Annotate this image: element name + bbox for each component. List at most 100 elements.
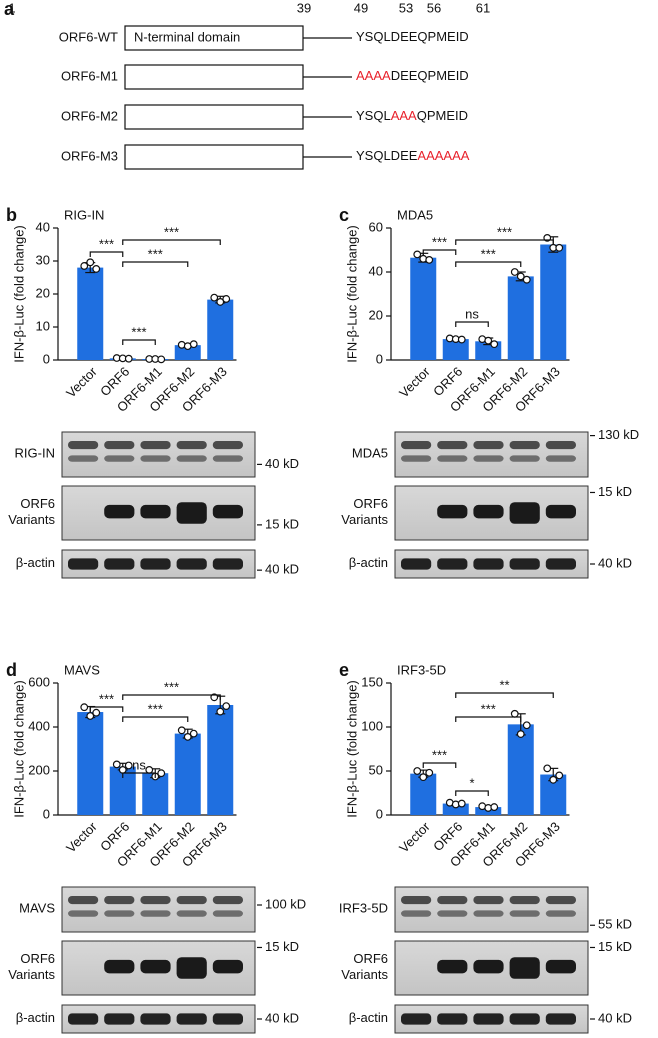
- significance-label: ***: [432, 234, 447, 249]
- significance-bracket: [455, 321, 489, 327]
- blot-band: [212, 455, 243, 462]
- blot-image: [61, 886, 256, 933]
- sequence-part: AAAAAA: [417, 148, 469, 163]
- blot-label-line: ORF6: [20, 496, 55, 511]
- blot-band: [176, 896, 207, 905]
- replicate-point: [124, 354, 133, 363]
- residue-position: 1: [8, 0, 15, 15]
- bar: [540, 244, 567, 360]
- blot-label-line: Variants: [341, 512, 388, 527]
- replicate-point: [419, 773, 428, 782]
- replicate-point: [484, 336, 493, 345]
- significance-label: ***: [131, 324, 146, 339]
- blot-band: [212, 441, 243, 450]
- sequence-part: QPMEID: [417, 108, 468, 123]
- replicate-point: [92, 265, 101, 273]
- blot-band: [68, 441, 99, 450]
- significance-label: ***: [99, 691, 114, 706]
- replicate-point: [157, 769, 166, 778]
- blot-label-line: β-actin: [16, 555, 55, 570]
- blot-band: [104, 896, 135, 905]
- blot-band: [68, 558, 99, 570]
- significance-label: ***: [164, 224, 179, 239]
- blot-band: [437, 455, 468, 462]
- replicate-point: [510, 709, 519, 718]
- domain-label: N-terminal domain: [134, 29, 240, 44]
- bar: [174, 345, 201, 360]
- replicate-point: [124, 761, 133, 770]
- sequence-part: YSQLDEEQPMEID: [356, 29, 469, 44]
- residue-position: 61: [476, 0, 490, 15]
- y-tick-label: 20: [369, 307, 383, 322]
- panel-letter: e: [339, 660, 349, 680]
- significance-bracket: [422, 762, 457, 768]
- blot-band: [68, 910, 99, 917]
- blot-band: [473, 455, 504, 462]
- blot-band: [509, 502, 540, 524]
- residue-position: 56: [427, 0, 441, 15]
- blot-band: [140, 959, 171, 974]
- y-axis-label: IFN-β-Luc (fold change): [344, 225, 359, 363]
- blot-band: [473, 959, 504, 974]
- significance-label: ***: [99, 236, 114, 251]
- sequence-part: DEEQPMEID: [391, 68, 469, 83]
- blot-band: [212, 896, 243, 905]
- blot-band: [437, 441, 468, 450]
- sequence: YSQLDEEQPMEID: [356, 29, 469, 44]
- blot-band: [212, 504, 243, 519]
- construct-name: ORF6-M3: [61, 148, 118, 163]
- replicate-point: [112, 760, 121, 769]
- replicate-point: [522, 721, 531, 730]
- bar: [77, 712, 104, 815]
- replicate-point: [118, 766, 127, 774]
- bar: [442, 339, 469, 360]
- significance-bracket: [422, 249, 457, 255]
- blot-label: IRF3-5D: [339, 901, 388, 916]
- replicate-point: [490, 803, 499, 811]
- y-tick-label: 10: [36, 318, 50, 333]
- replicate-point: [86, 258, 95, 267]
- size-marker: 40 kD: [598, 555, 632, 570]
- blot-band: [401, 441, 432, 450]
- blot-band: [176, 1013, 207, 1025]
- blot-label: MDA5: [352, 446, 388, 461]
- y-tick-label: 0: [376, 806, 383, 821]
- residue-position: 53: [399, 0, 413, 15]
- blot-label: β-actin: [16, 555, 55, 570]
- chart-title: RIG-IN: [64, 207, 104, 222]
- blot-band: [545, 504, 576, 519]
- blot-band: [68, 896, 99, 905]
- significance-label: *: [469, 775, 474, 790]
- blot-band: [176, 455, 207, 462]
- significance-label: ***: [481, 246, 496, 261]
- replicate-point: [216, 298, 225, 306]
- significance-bracket: [455, 716, 522, 722]
- y-tick-label: 100: [361, 718, 383, 733]
- replicate-point: [425, 256, 434, 264]
- bar: [77, 267, 104, 360]
- replicate-point: [210, 693, 219, 702]
- blot-band: [437, 1013, 468, 1025]
- replicate-point: [510, 268, 519, 276]
- blot-band: [401, 1013, 432, 1025]
- blot-band: [545, 455, 576, 462]
- blot-band: [140, 1013, 171, 1025]
- panel-letter: b: [6, 205, 17, 225]
- blot-label-line: Variants: [8, 967, 55, 982]
- significance-bracket: [122, 716, 189, 722]
- size-marker: 15 kD: [598, 939, 632, 954]
- size-marker: 40 kD: [598, 1010, 632, 1025]
- blot-band: [212, 910, 243, 917]
- size-marker: 100 kD: [265, 896, 306, 911]
- panel-letter: d: [6, 660, 17, 680]
- panel-letter: a: [4, 0, 15, 19]
- significance-label: ***: [148, 246, 163, 261]
- y-axis-label: IFN-β-Luc (fold change): [11, 225, 26, 363]
- size-marker: 15 kD: [598, 484, 632, 499]
- significance-label: ***: [497, 224, 512, 239]
- blot-band: [140, 558, 171, 570]
- bar: [442, 803, 469, 815]
- blot-label: ORF6 Variants: [341, 951, 388, 982]
- replicate-point: [189, 729, 198, 738]
- blot-band: [212, 959, 243, 974]
